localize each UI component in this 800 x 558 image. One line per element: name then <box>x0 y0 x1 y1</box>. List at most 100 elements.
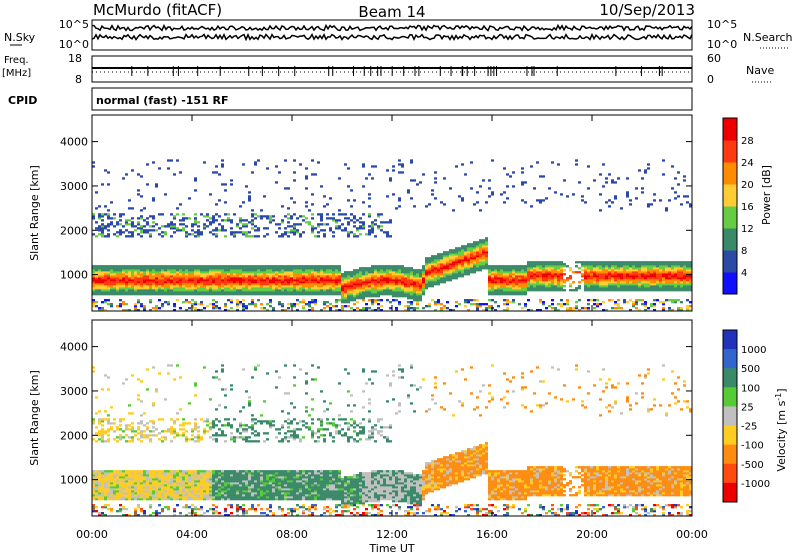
power-cell <box>377 273 380 275</box>
velocity-cell <box>107 478 110 480</box>
power-cell <box>644 285 647 287</box>
velocity-cell <box>122 482 125 484</box>
power-cell <box>407 191 410 193</box>
power-cell <box>308 223 311 225</box>
power-cell <box>563 269 566 271</box>
power-cell <box>644 267 647 269</box>
power-cell <box>635 273 638 275</box>
velocity-cell <box>107 430 110 432</box>
power-cell <box>644 169 647 171</box>
power-cell <box>215 291 218 293</box>
velocity-cell <box>167 508 170 510</box>
power-cell <box>149 269 152 271</box>
power-cell <box>494 283 497 285</box>
power-cell <box>233 271 236 273</box>
power-cell <box>668 281 671 283</box>
power-cell <box>338 213 341 215</box>
velocity-cell <box>182 474 185 476</box>
power-cell <box>509 279 512 281</box>
power-cell <box>347 199 350 201</box>
power-cell <box>647 273 650 275</box>
power-cell <box>401 275 404 277</box>
power-cell <box>305 279 308 281</box>
power-cell <box>332 287 335 289</box>
power-cell <box>266 269 269 271</box>
power-cell <box>128 267 131 269</box>
power-cell <box>119 285 122 287</box>
power-cell <box>470 251 473 253</box>
power-cell <box>290 303 293 305</box>
power-cell <box>332 275 335 277</box>
power-cell <box>155 279 158 281</box>
power-cell <box>449 249 452 251</box>
power-cell <box>362 285 365 287</box>
velocity-cell <box>152 474 155 476</box>
power-cell <box>119 273 122 275</box>
power-cell <box>218 271 221 273</box>
power-cell <box>350 289 353 291</box>
power-cell <box>104 275 107 277</box>
power-cell <box>614 275 617 277</box>
power-cell <box>293 225 296 227</box>
velocity-cell <box>158 492 161 494</box>
power-cell <box>659 269 662 271</box>
power-cell <box>392 289 395 291</box>
power-cell <box>158 293 161 295</box>
velocity-cell <box>113 422 116 424</box>
power-cell <box>614 277 617 279</box>
power-cell <box>170 269 173 271</box>
power-cell <box>653 277 656 279</box>
power-cell <box>248 289 251 291</box>
power-cell <box>317 269 320 271</box>
power-cell <box>506 285 509 287</box>
power-cell <box>389 273 392 275</box>
power-cell <box>353 289 356 291</box>
power-cell <box>185 287 188 289</box>
velocity-cell <box>158 484 161 486</box>
power-cell <box>194 231 197 233</box>
velocity-cell <box>158 472 161 474</box>
power-cell <box>629 287 632 289</box>
velocity-cell <box>185 436 188 438</box>
power-cell <box>338 299 341 301</box>
power-cell <box>338 275 341 277</box>
power-cell <box>398 267 401 269</box>
power-cell <box>473 257 476 259</box>
power-cell <box>176 285 179 287</box>
power-cell <box>152 277 155 279</box>
power-cell <box>119 223 122 225</box>
velocity-cell <box>182 506 185 508</box>
power-cell <box>131 221 134 223</box>
power-cell <box>551 299 554 301</box>
power-cell <box>224 235 227 237</box>
power-cell <box>608 275 611 277</box>
power-cell <box>140 265 143 267</box>
power-cell <box>374 275 377 277</box>
power-cell <box>488 277 491 279</box>
velocity-cell <box>113 430 116 432</box>
power-cell <box>206 281 209 283</box>
power-cell <box>335 225 338 227</box>
power-cell <box>677 275 680 277</box>
power-cell <box>125 293 128 295</box>
velocity-cell <box>137 504 140 506</box>
velocity-cell <box>122 382 125 384</box>
velocity-cell <box>137 478 140 480</box>
power-cell <box>293 171 296 173</box>
power-cell <box>314 265 317 267</box>
velocity-cell <box>182 434 185 436</box>
power-cell <box>128 289 131 291</box>
power-cell <box>527 287 530 289</box>
velocity-cell <box>137 488 140 490</box>
power-cell <box>146 217 149 219</box>
power-cell <box>173 173 176 175</box>
power-cell <box>281 273 284 275</box>
power-cell <box>95 227 98 229</box>
power-cell <box>263 307 266 309</box>
power-cell <box>293 273 296 275</box>
power-cell <box>98 271 101 273</box>
power-cell <box>347 289 350 291</box>
power-cell <box>623 273 626 275</box>
power-cell <box>176 291 179 293</box>
power-cell <box>278 227 281 229</box>
